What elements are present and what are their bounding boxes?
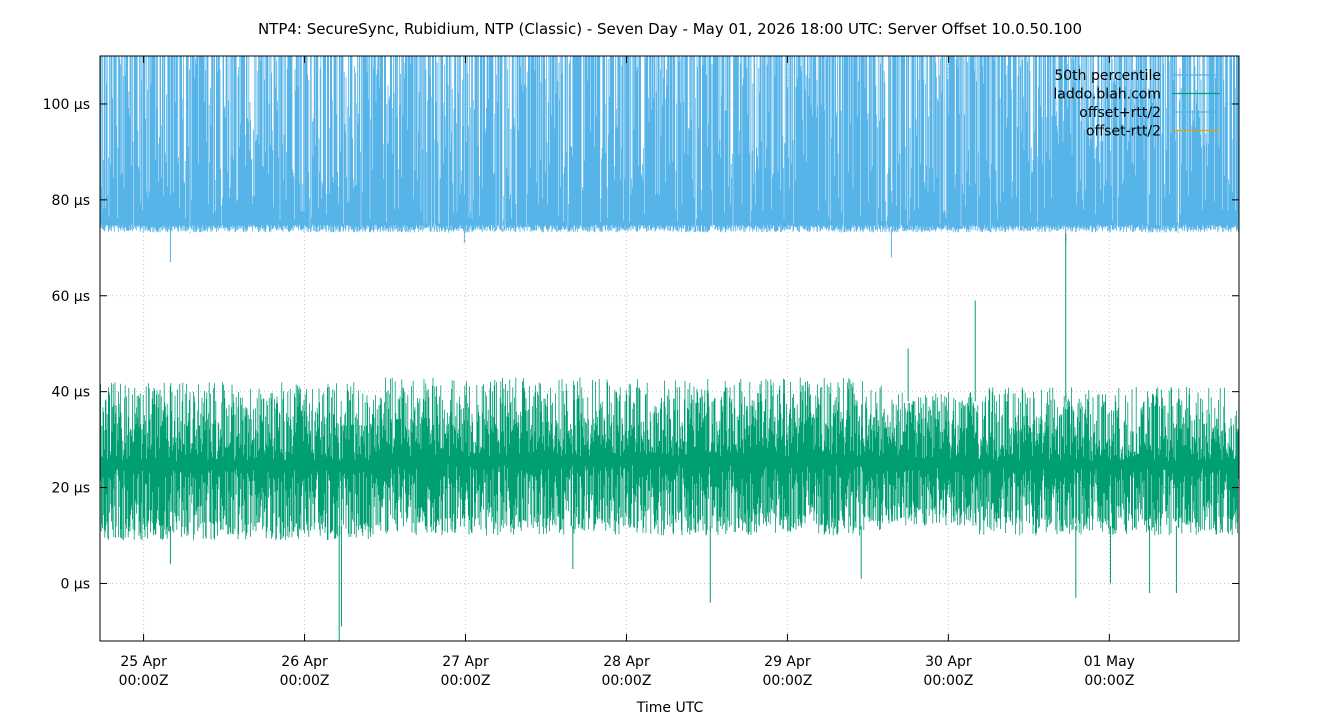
x-axis-label: Time UTC bbox=[636, 700, 704, 716]
grid-lines bbox=[100, 56, 1239, 641]
series-layer bbox=[99, 56, 1240, 641]
x-tick-label: 00:00Z bbox=[280, 673, 330, 689]
chart-title: NTP4: SecureSync, Rubidium, NTP (Classic… bbox=[258, 20, 1082, 38]
x-tick-label: 30 Apr bbox=[925, 654, 972, 670]
x-axis: 25 Apr 00:00Z 26 Apr 00:00Z 27 Apr 00:00Z 28 A… bbox=[119, 56, 1135, 689]
x-tick-label: 00:00Z bbox=[923, 673, 973, 689]
series-lower-band bbox=[99, 377, 1240, 541]
legend-label: offset-rtt/2 bbox=[1086, 124, 1161, 140]
x-tick-label: 25 Apr bbox=[120, 654, 167, 670]
y-axis: 0 µs 20 µs 40 µs 60 µs 80 µs 100 µs bbox=[43, 97, 1239, 592]
x-tick-label: 00:00Z bbox=[119, 673, 169, 689]
x-tick-label: 29 Apr bbox=[764, 654, 811, 670]
x-tick-label: 01 May bbox=[1084, 654, 1135, 670]
legend: 50th percentile laddo.blah.com offset+rtt/… bbox=[1053, 68, 1220, 140]
y-tick-label: 80 µs bbox=[52, 193, 90, 209]
x-tick-label: 00:00Z bbox=[762, 673, 812, 689]
x-tick-label: 27 Apr bbox=[442, 654, 489, 670]
legend-label: offset+rtt/2 bbox=[1079, 105, 1161, 121]
x-tick-label: 28 Apr bbox=[603, 654, 650, 670]
x-tick-label: 00:00Z bbox=[1084, 673, 1134, 689]
x-tick-label: 00:00Z bbox=[441, 673, 491, 689]
legend-label: 50th percentile bbox=[1054, 68, 1161, 84]
y-tick-label: 20 µs bbox=[52, 481, 90, 497]
y-tick-label: 0 µs bbox=[60, 576, 90, 592]
y-tick-label: 60 µs bbox=[52, 289, 90, 305]
y-tick-label: 40 µs bbox=[52, 385, 90, 401]
x-tick-label: 26 Apr bbox=[281, 654, 328, 670]
y-tick-label: 100 µs bbox=[43, 97, 90, 113]
plot-frame bbox=[99, 55, 1240, 642]
legend-label: laddo.blah.com bbox=[1053, 87, 1161, 103]
x-tick-label: 00:00Z bbox=[601, 673, 651, 689]
